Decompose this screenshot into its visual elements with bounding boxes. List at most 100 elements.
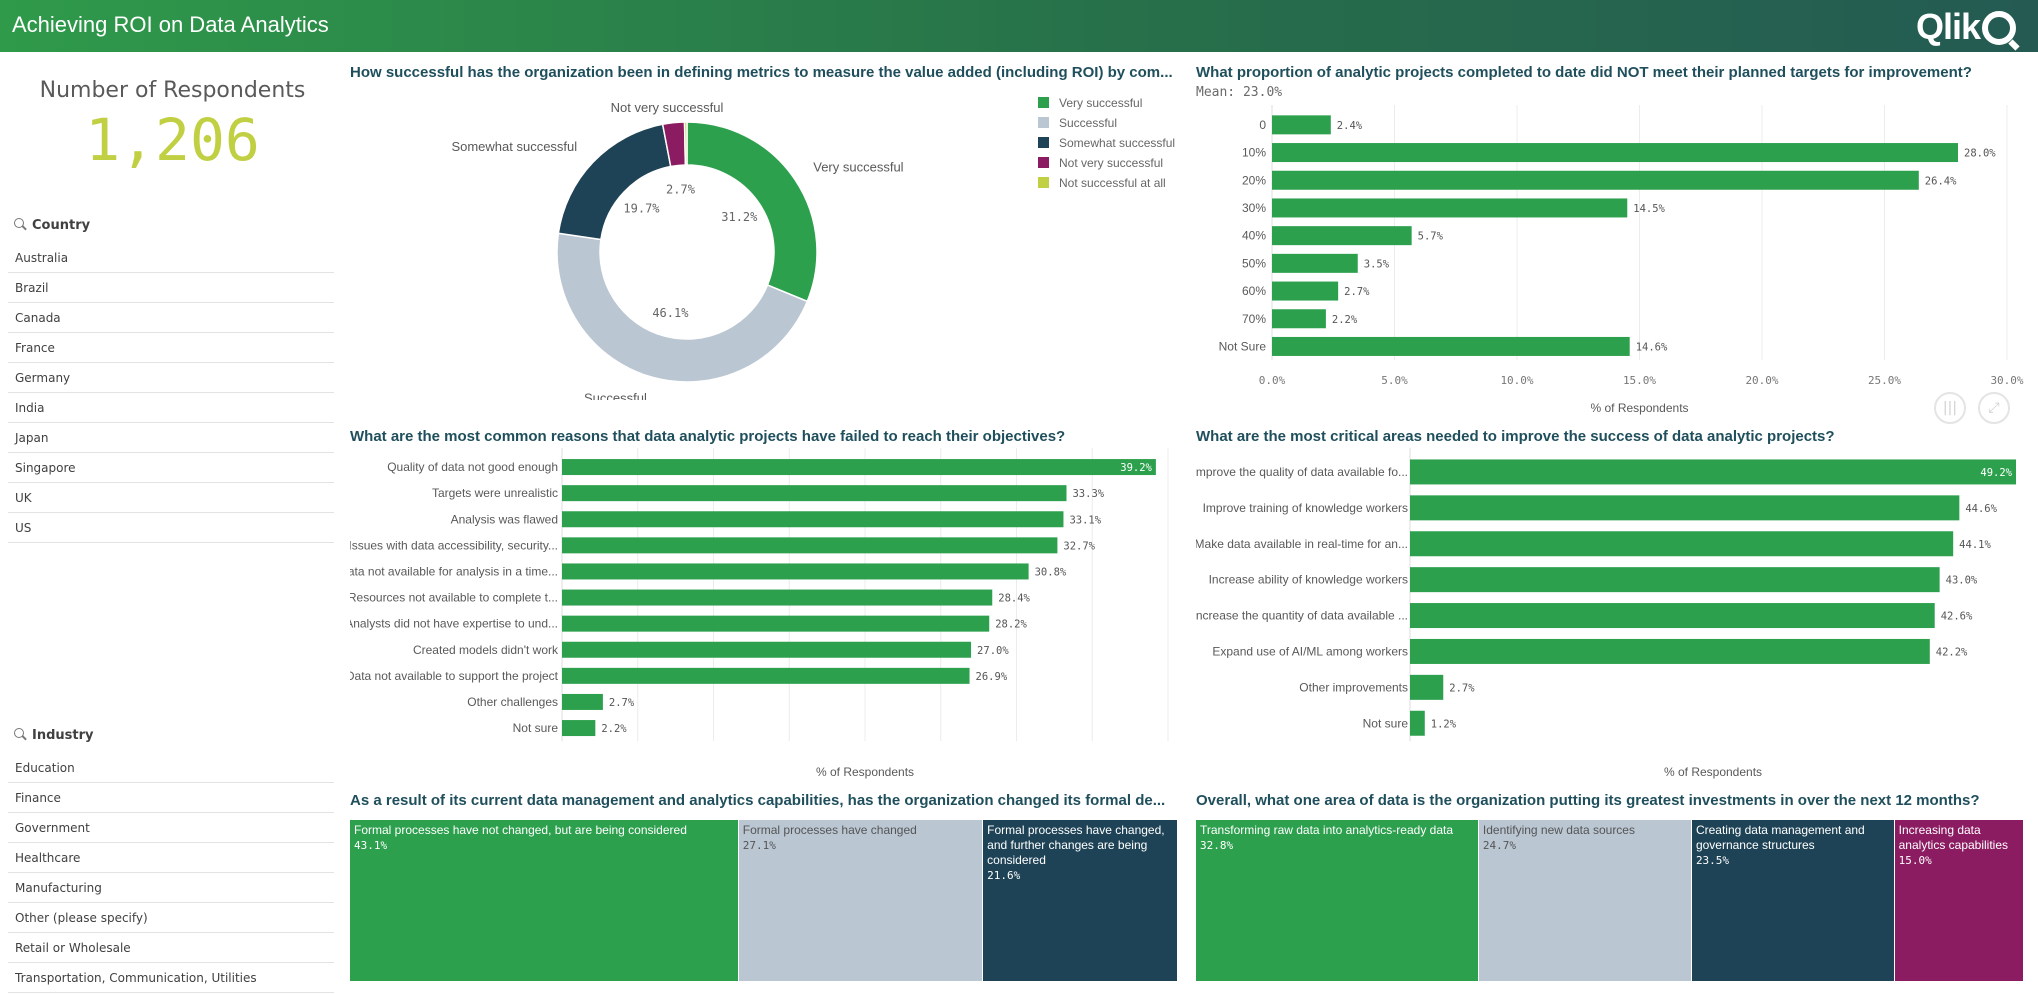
bar-value-label: 33.3% bbox=[1072, 488, 1104, 500]
donut-legend-item[interactable]: Somewhat successful bbox=[1038, 136, 1175, 156]
bar[interactable] bbox=[562, 615, 990, 632]
bar[interactable] bbox=[1410, 710, 1425, 736]
bar-value-label: 49.2% bbox=[1980, 467, 2012, 479]
country-filter-item[interactable]: Brazil bbox=[8, 274, 334, 303]
bar[interactable] bbox=[1410, 459, 2016, 485]
bar[interactable] bbox=[1272, 198, 1628, 218]
donut-slice[interactable] bbox=[556, 232, 809, 383]
industry-filter-list: Education Finance Government Healthcare Manu… bbox=[8, 754, 334, 994]
bar[interactable] bbox=[1272, 336, 1630, 356]
legend-swatch bbox=[1038, 97, 1049, 108]
bar[interactable] bbox=[1410, 495, 1960, 521]
investments-treemap[interactable]: Transforming raw data into analytics-rea… bbox=[1196, 820, 2024, 981]
x-axis-label: % of Respondents bbox=[816, 765, 914, 779]
bar[interactable] bbox=[562, 589, 993, 606]
country-filter-item[interactable]: Singapore bbox=[8, 454, 334, 483]
donut-legend-item[interactable]: Not very successful bbox=[1038, 156, 1175, 176]
bar[interactable] bbox=[562, 459, 1156, 476]
donut-chart[interactable]: 31.2% Very successful 46.1% Successful 19.7%… bbox=[350, 90, 1030, 400]
country-filter-item[interactable]: Japan bbox=[8, 424, 334, 453]
bar[interactable] bbox=[562, 641, 972, 658]
treemap-cell[interactable]: Transforming raw data into analytics-rea… bbox=[1196, 820, 1479, 981]
bar-value-label: 43.0% bbox=[1946, 575, 1978, 587]
industry-filter-item[interactable]: Education bbox=[8, 754, 334, 783]
industry-filter-item[interactable]: Other (please specify) bbox=[8, 904, 334, 933]
bar-value-label: 28.2% bbox=[995, 619, 1027, 631]
treemap-cell-label: Creating data management and governance … bbox=[1695, 823, 1865, 852]
industry-filter-title[interactable]: Industry bbox=[14, 728, 94, 743]
treemap-cell[interactable]: Formal processes have not changed, but a… bbox=[350, 820, 739, 981]
industry-filter-item[interactable]: Transportation, Communication, Utilities bbox=[8, 964, 334, 993]
fullscreen-icon[interactable]: ⤢ bbox=[1978, 392, 2010, 424]
bar[interactable] bbox=[562, 563, 1029, 580]
search-icon[interactable] bbox=[14, 218, 24, 228]
country-filter-item[interactable]: France bbox=[8, 334, 334, 363]
bar[interactable] bbox=[1410, 531, 1954, 557]
kpi-label: Number of Respondents bbox=[39, 78, 306, 103]
bar[interactable] bbox=[562, 720, 596, 737]
country-filter-item[interactable]: US bbox=[8, 514, 334, 543]
bar[interactable] bbox=[562, 693, 603, 710]
bar-value-label: 30.8% bbox=[1035, 566, 1067, 578]
industry-filter-item[interactable]: Retail or Wholesale bbox=[8, 934, 334, 963]
bar[interactable] bbox=[1272, 281, 1339, 301]
country-filter-title[interactable]: Country bbox=[14, 218, 90, 233]
bar[interactable] bbox=[1272, 226, 1412, 246]
country-filter-item[interactable]: Canada bbox=[8, 304, 334, 333]
bar[interactable] bbox=[1410, 567, 1940, 593]
chart-exploration-icon[interactable]: ||| bbox=[1934, 392, 1966, 424]
treemap-cell-value: 27.1% bbox=[742, 839, 776, 852]
bar[interactable] bbox=[1272, 115, 1331, 135]
bar[interactable] bbox=[562, 667, 970, 684]
donut-slice[interactable] bbox=[686, 121, 818, 303]
legend-label: Somewhat successful bbox=[1059, 136, 1176, 150]
treemap-cell[interactable]: Increasing data analytics capabilities 15… bbox=[1894, 820, 2024, 981]
bar[interactable] bbox=[1272, 170, 1919, 190]
investments-treemap-title: Overall, what one area of data is the or… bbox=[1196, 792, 1980, 809]
treemap-cell-value: 32.8% bbox=[1200, 839, 1234, 852]
bar[interactable] bbox=[562, 511, 1064, 528]
donut-slice[interactable] bbox=[683, 121, 688, 166]
targets-bar-chart[interactable]: 0 2.4% 10% 28.0% 20% 26.4% 30% 14.5% 40% 5.7% 50% 3… bbox=[1196, 100, 2032, 420]
legend-swatch bbox=[1038, 117, 1049, 128]
treemap-cell[interactable]: Formal processes have changed, and furth… bbox=[983, 820, 1178, 981]
areas-bar-chart[interactable]: Improve the quality of data available fo… bbox=[1196, 448, 2032, 784]
bar[interactable] bbox=[562, 485, 1067, 502]
industry-filter-item[interactable]: Finance bbox=[8, 784, 334, 813]
bar[interactable] bbox=[1272, 143, 1958, 163]
legend-swatch bbox=[1038, 137, 1049, 148]
bar-value-label: 28.0% bbox=[1964, 148, 1996, 160]
treemap-cell[interactable]: Creating data management and governance … bbox=[1691, 820, 1895, 981]
donut-legend-item[interactable]: Not successful at all bbox=[1038, 176, 1175, 196]
reasons-bar-chart[interactable]: Quality of data not good enough 39.2% Targ… bbox=[350, 448, 1180, 784]
bar[interactable] bbox=[1410, 638, 1930, 664]
industry-filter-item[interactable]: Manufacturing bbox=[8, 874, 334, 903]
country-filter-item[interactable]: Australia bbox=[8, 244, 334, 273]
bar[interactable] bbox=[1410, 603, 1935, 629]
bar-category-label: Increase the quantity of data available … bbox=[1196, 609, 1408, 623]
donut-data-label: 31.2% bbox=[721, 210, 758, 224]
country-filter-item[interactable]: Germany bbox=[8, 364, 334, 393]
country-filter-item[interactable]: India bbox=[8, 394, 334, 423]
search-icon[interactable] bbox=[14, 728, 24, 738]
country-filter-item[interactable]: UK bbox=[8, 484, 334, 513]
donut-legend-item[interactable]: Very successful bbox=[1038, 96, 1175, 116]
bar-category-label: Quality of data not good enough bbox=[387, 460, 558, 474]
treemap-cell[interactable]: Formal processes have changed 27.1% bbox=[738, 820, 984, 981]
industry-filter-item[interactable]: Healthcare bbox=[8, 844, 334, 873]
bar[interactable] bbox=[1272, 253, 1358, 273]
bar[interactable] bbox=[1272, 309, 1326, 329]
donut-category-label: Not very successful bbox=[611, 100, 724, 115]
processes-treemap[interactable]: Formal processes have not changed, but a… bbox=[350, 820, 1178, 981]
bar-category-label: Data not available for analysis in a tim… bbox=[350, 564, 558, 578]
bar-value-label: 2.7% bbox=[1449, 682, 1475, 694]
treemap-cell[interactable]: Identifying new data sources 24.7% bbox=[1478, 820, 1692, 981]
bar-value-label: 14.6% bbox=[1636, 341, 1668, 353]
industry-filter-item[interactable]: Government bbox=[8, 814, 334, 843]
bar[interactable] bbox=[1410, 674, 1444, 700]
bar-category-label: Not sure bbox=[513, 721, 559, 735]
bar[interactable] bbox=[562, 537, 1058, 554]
bar-value-label: 27.0% bbox=[977, 645, 1009, 657]
donut-legend-item[interactable]: Successful bbox=[1038, 116, 1175, 136]
treemap-cell-value: 21.6% bbox=[987, 869, 1021, 882]
